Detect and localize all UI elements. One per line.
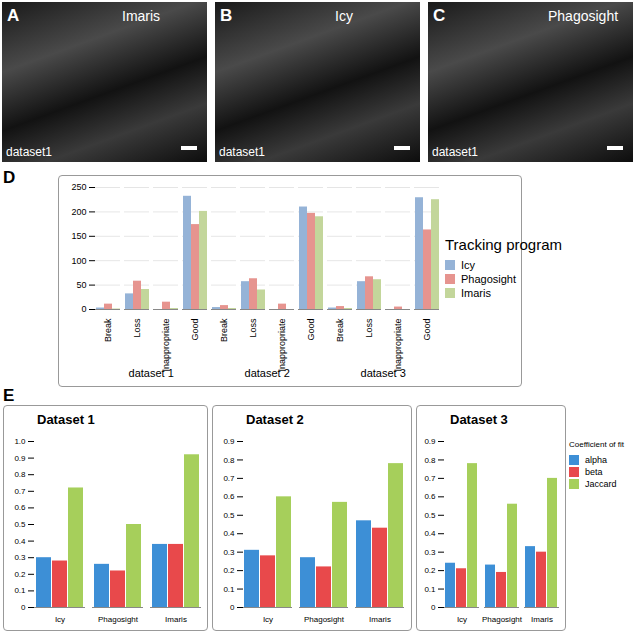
- svg-text:0.2: 0.2: [14, 570, 26, 579]
- svg-text:0.8: 0.8: [424, 456, 436, 465]
- svg-text:0.3: 0.3: [14, 553, 26, 562]
- svg-text:Phagosight: Phagosight: [304, 615, 345, 624]
- svg-text:0.2: 0.2: [424, 566, 436, 575]
- svg-text:0.3: 0.3: [424, 548, 436, 557]
- html-text:Phagosight: Phagosight: [548, 8, 619, 24]
- html-text:alpha: alpha: [585, 455, 607, 465]
- html-text:Tracking program: Tracking program: [445, 236, 562, 253]
- svg-text:0.3: 0.3: [223, 548, 235, 557]
- svg-text:0: 0: [81, 304, 86, 314]
- svg-text:0.2: 0.2: [223, 566, 235, 575]
- svg-text:Phagosight: Phagosight: [482, 615, 523, 624]
- svg-text:Inappropriate: Inappropriate: [277, 319, 287, 372]
- html-text:Imaris: Imaris: [461, 287, 491, 299]
- svg-text:dataset 1: dataset 1: [129, 367, 174, 379]
- svg-text:Inappropriate: Inappropriate: [393, 319, 403, 372]
- html-text:E: E: [3, 386, 15, 405]
- svg-text:dataset 3: dataset 3: [361, 367, 406, 379]
- svg-text:Loss: Loss: [364, 318, 374, 338]
- html-text:Imaris: Imaris: [122, 8, 161, 24]
- svg-text:Break: Break: [335, 318, 345, 342]
- svg-text:0.8: 0.8: [14, 470, 26, 479]
- svg-text:Loss: Loss: [132, 318, 142, 338]
- svg-text:Good: Good: [190, 319, 200, 341]
- svg-text:0.6: 0.6: [424, 492, 436, 501]
- svg-text:Icy: Icy: [457, 615, 467, 624]
- svg-text:0.8: 0.8: [223, 456, 235, 465]
- svg-text:0.9: 0.9: [14, 454, 26, 463]
- svg-text:0.6: 0.6: [14, 503, 26, 512]
- svg-text:0.9: 0.9: [424, 437, 436, 446]
- svg-text:0.5: 0.5: [14, 520, 26, 529]
- html-text:Coefficient of fit: Coefficient of fit: [569, 440, 624, 449]
- html-text:C: C: [433, 6, 446, 25]
- html-text:Jaccard: Jaccard: [585, 479, 617, 489]
- svg-text:dataset 2: dataset 2: [245, 367, 290, 379]
- svg-text:Imaris: Imaris: [369, 615, 391, 624]
- html-text:dataset1: dataset1: [219, 145, 265, 159]
- html-text:Dataset 3: Dataset 3: [450, 412, 508, 427]
- svg-text:Good: Good: [306, 319, 316, 341]
- svg-text:0.1: 0.1: [424, 585, 436, 594]
- html-text:B: B: [220, 6, 233, 25]
- svg-text:Good: Good: [422, 319, 432, 341]
- svg-text:Imaris: Imaris: [165, 615, 187, 624]
- svg-text:Phagosight: Phagosight: [98, 615, 139, 624]
- html-text:Icy: Icy: [461, 259, 476, 271]
- svg-text:0.7: 0.7: [223, 474, 235, 483]
- html-text:Dataset 2: Dataset 2: [246, 412, 304, 427]
- svg-text:250: 250: [71, 182, 86, 192]
- html-text:Dataset 1: Dataset 1: [37, 412, 95, 427]
- svg-text:0: 0: [21, 603, 26, 612]
- svg-text:50: 50: [76, 280, 86, 290]
- svg-text:0.1: 0.1: [223, 585, 235, 594]
- svg-text:0.4: 0.4: [424, 529, 436, 538]
- html-text:Icy: Icy: [335, 8, 353, 24]
- svg-text:0.1: 0.1: [14, 586, 26, 595]
- svg-text:0.4: 0.4: [223, 529, 235, 538]
- svg-text:Imaris: Imaris: [531, 615, 553, 624]
- svg-text:0.5: 0.5: [223, 511, 235, 520]
- html-text:beta: beta: [585, 467, 603, 477]
- html-text:dataset1: dataset1: [6, 145, 52, 159]
- svg-text:100: 100: [71, 256, 86, 266]
- svg-text:0: 0: [431, 603, 436, 612]
- html-text:D: D: [3, 168, 16, 187]
- html-text:dataset1: dataset1: [432, 145, 478, 159]
- svg-text:200: 200: [71, 207, 86, 217]
- svg-text:Icy: Icy: [55, 615, 65, 624]
- svg-text:Break: Break: [103, 318, 113, 342]
- svg-text:0.4: 0.4: [14, 537, 26, 546]
- svg-text:0.7: 0.7: [424, 474, 436, 483]
- html-text:Phagosight: Phagosight: [461, 273, 516, 285]
- svg-text:0.5: 0.5: [424, 511, 436, 520]
- svg-text:0: 0: [230, 603, 235, 612]
- svg-text:Loss: Loss: [248, 318, 258, 338]
- svg-text:Inappropriate: Inappropriate: [161, 319, 171, 372]
- svg-text:1.0: 1.0: [14, 437, 26, 446]
- svg-text:Icy: Icy: [263, 615, 273, 624]
- svg-text:150: 150: [71, 231, 86, 241]
- html-text:A: A: [7, 6, 20, 25]
- svg-text:Break: Break: [219, 318, 229, 342]
- svg-text:0.7: 0.7: [14, 487, 26, 496]
- svg-text:0.6: 0.6: [223, 492, 235, 501]
- svg-text:0.9: 0.9: [223, 437, 235, 446]
